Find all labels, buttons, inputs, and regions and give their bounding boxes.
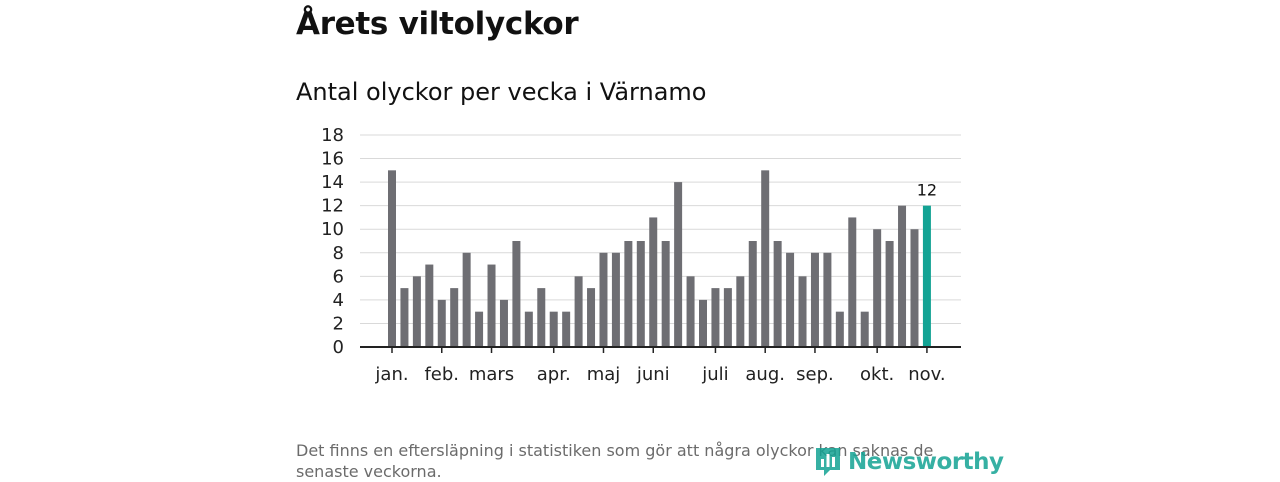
bar — [860, 311, 869, 347]
x-tick-label: jan. — [374, 364, 408, 385]
bar — [388, 170, 396, 347]
x-tick-label: apr. — [537, 364, 571, 385]
x-tick-label: juni — [636, 364, 670, 385]
bar — [462, 252, 471, 347]
newsworthy-logo-icon — [816, 448, 840, 476]
bar — [885, 241, 894, 347]
bar — [475, 311, 484, 347]
y-tick-label: 4 — [333, 290, 344, 311]
y-tick-label: 14 — [321, 172, 344, 193]
bar — [848, 217, 857, 347]
bar — [748, 241, 757, 347]
y-tick-label: 8 — [333, 243, 344, 264]
bar — [686, 276, 695, 347]
bar — [587, 288, 596, 347]
bar — [574, 276, 583, 347]
bar — [711, 288, 720, 347]
y-tick-label: 16 — [321, 149, 344, 170]
chart-title: Årets viltolyckor — [296, 6, 579, 42]
bar — [437, 299, 446, 347]
bar — [400, 288, 409, 347]
bar — [611, 252, 620, 347]
y-tick-label: 10 — [321, 219, 344, 240]
y-tick-label: 0 — [333, 337, 344, 358]
y-tick-label: 6 — [333, 266, 344, 287]
bar — [761, 170, 770, 347]
x-tick-label: mars — [469, 364, 514, 385]
x-tick-label: juli — [701, 364, 728, 385]
bar-highlight — [922, 205, 931, 347]
bar — [736, 276, 745, 347]
x-tick-label: okt. — [860, 364, 894, 385]
bar — [699, 299, 707, 347]
bar — [412, 276, 421, 347]
bar — [835, 311, 844, 347]
bar — [624, 241, 633, 347]
y-tick-label: 2 — [333, 313, 344, 334]
bar — [661, 241, 670, 347]
bar — [810, 252, 819, 347]
bar — [898, 205, 907, 347]
x-tick-label: feb. — [424, 364, 459, 385]
x-tick-label: sep. — [796, 364, 834, 385]
x-tick-label: aug. — [745, 364, 785, 385]
bar — [487, 264, 496, 347]
brand-name: Newsworthy — [848, 449, 1004, 475]
bar — [723, 288, 732, 347]
chart-subtitle: Antal olyckor per vecka i Värnamo — [296, 78, 707, 106]
bar — [823, 252, 832, 347]
brand-logo: Newsworthy — [814, 446, 1004, 478]
bar — [674, 182, 683, 347]
bar — [599, 252, 608, 347]
x-tick-label: nov. — [908, 364, 945, 385]
bar — [636, 241, 645, 347]
bar — [910, 229, 919, 347]
bar — [562, 311, 571, 347]
bar — [537, 288, 546, 347]
bar — [798, 276, 807, 347]
footnote: Det finns en eftersläpning i statistiken… — [296, 441, 934, 481]
bar — [524, 311, 533, 347]
data-label: 12 — [917, 181, 937, 200]
y-tick-label: 18 — [321, 125, 344, 146]
bar — [499, 299, 508, 347]
bar — [786, 252, 795, 347]
bar — [450, 288, 459, 347]
bar — [425, 264, 434, 347]
bar — [549, 311, 558, 347]
y-tick-label: 12 — [321, 196, 344, 217]
x-tick-label: maj — [587, 364, 621, 385]
bar — [873, 229, 882, 347]
bar — [649, 217, 658, 347]
bar — [773, 241, 782, 347]
bar — [512, 241, 521, 347]
